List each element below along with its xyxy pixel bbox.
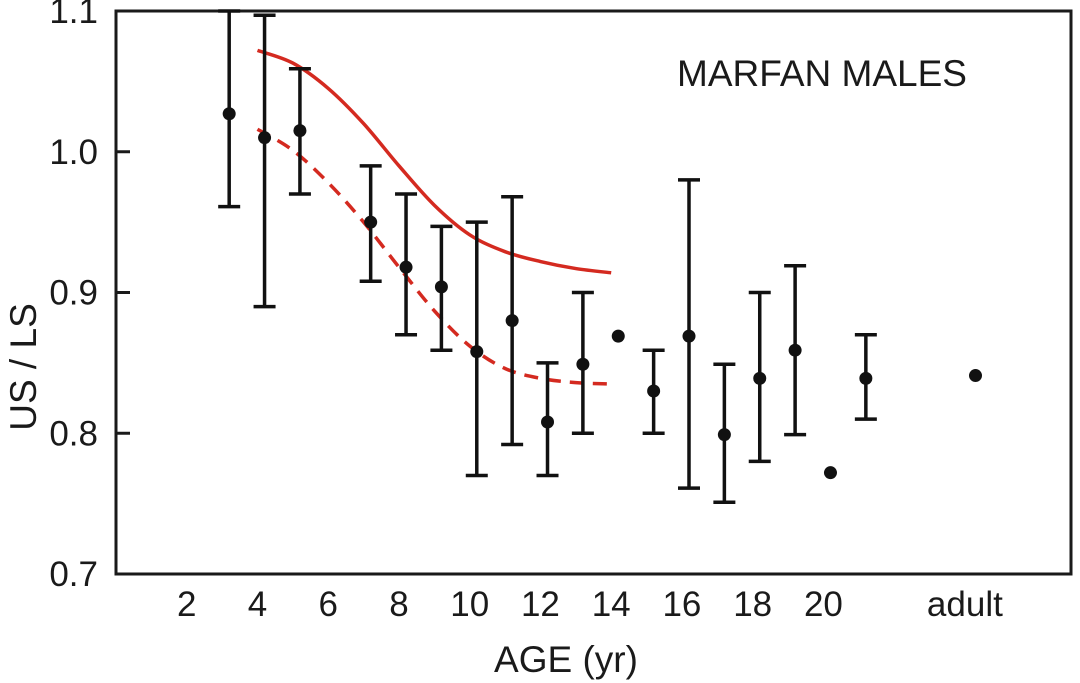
data-point: [611, 329, 625, 343]
data-point: [470, 345, 484, 359]
data-point-group: [430, 224, 453, 352]
data-point: [647, 384, 661, 398]
y-tick-label: 0.8: [49, 414, 98, 453]
x-tick-label: 16: [662, 585, 701, 624]
data-point-group: [465, 220, 488, 478]
x-tick-label: 2: [177, 585, 196, 624]
data-point: [399, 260, 413, 274]
x-tick-label: 6: [318, 585, 337, 624]
x-tick-label: 14: [592, 585, 631, 624]
data-point: [969, 369, 982, 383]
data-point-group: [678, 178, 700, 490]
data-point: [364, 215, 378, 229]
curves-layer: [256, 48, 612, 386]
y-tick-label: 0.9: [49, 274, 98, 313]
data-point-group: [501, 195, 524, 447]
data-point: [293, 124, 307, 138]
x-tick-label: 20: [804, 585, 843, 624]
x-axis-label: AGE (yr): [494, 639, 638, 680]
data-point: [541, 415, 555, 429]
data-point: [682, 329, 696, 343]
data-point: [717, 428, 731, 442]
data-point: [788, 343, 802, 357]
data-point-group: [611, 329, 625, 343]
x-tick-label: 4: [248, 585, 267, 624]
data-point: [434, 280, 448, 294]
x-tick-label: 12: [521, 585, 560, 624]
y-tick-label: 0.7: [49, 555, 98, 594]
points-layer: [218, 9, 982, 504]
data-point-group: [713, 362, 736, 504]
data-point-group: [359, 164, 382, 283]
data-point-group: [288, 66, 311, 196]
data-point-group: [218, 9, 241, 209]
data-point-group: [854, 332, 877, 421]
x-tick-label: 8: [389, 585, 408, 624]
y-tick-label: 1.0: [49, 133, 98, 172]
dashed-reference-curve: [256, 127, 612, 386]
data-point: [859, 371, 873, 385]
data-point: [222, 107, 236, 121]
data-point: [505, 314, 519, 328]
data-point-group: [748, 290, 771, 464]
data-point-group: [253, 13, 276, 309]
x-tick-label: adult: [927, 585, 1003, 624]
data-point: [258, 131, 272, 145]
y-axis-ticks: 0.7 0.8 0.9 1.0 1.1: [49, 0, 130, 594]
solid-reference-curve: [256, 48, 612, 275]
data-point-group: [395, 192, 418, 337]
data-point-group: [571, 290, 594, 435]
data-point-group: [642, 348, 665, 435]
data-point-group: [784, 264, 807, 437]
y-axis-label: US / LS: [3, 303, 44, 431]
data-point-group: [536, 361, 559, 478]
y-tick-label: 1.1: [49, 0, 98, 31]
data-point: [576, 357, 590, 371]
data-point-group: [823, 466, 837, 480]
x-tick-label: 10: [450, 585, 489, 624]
x-axis-ticks: 2 4 6 8 10 12 14 16 18 20 adult: [177, 585, 1003, 624]
x-tick-label: 18: [733, 585, 772, 624]
chart-title: MARFAN MALES: [677, 53, 967, 94]
data-point: [823, 466, 837, 480]
data-point-group: [969, 369, 982, 383]
data-point: [753, 371, 767, 385]
